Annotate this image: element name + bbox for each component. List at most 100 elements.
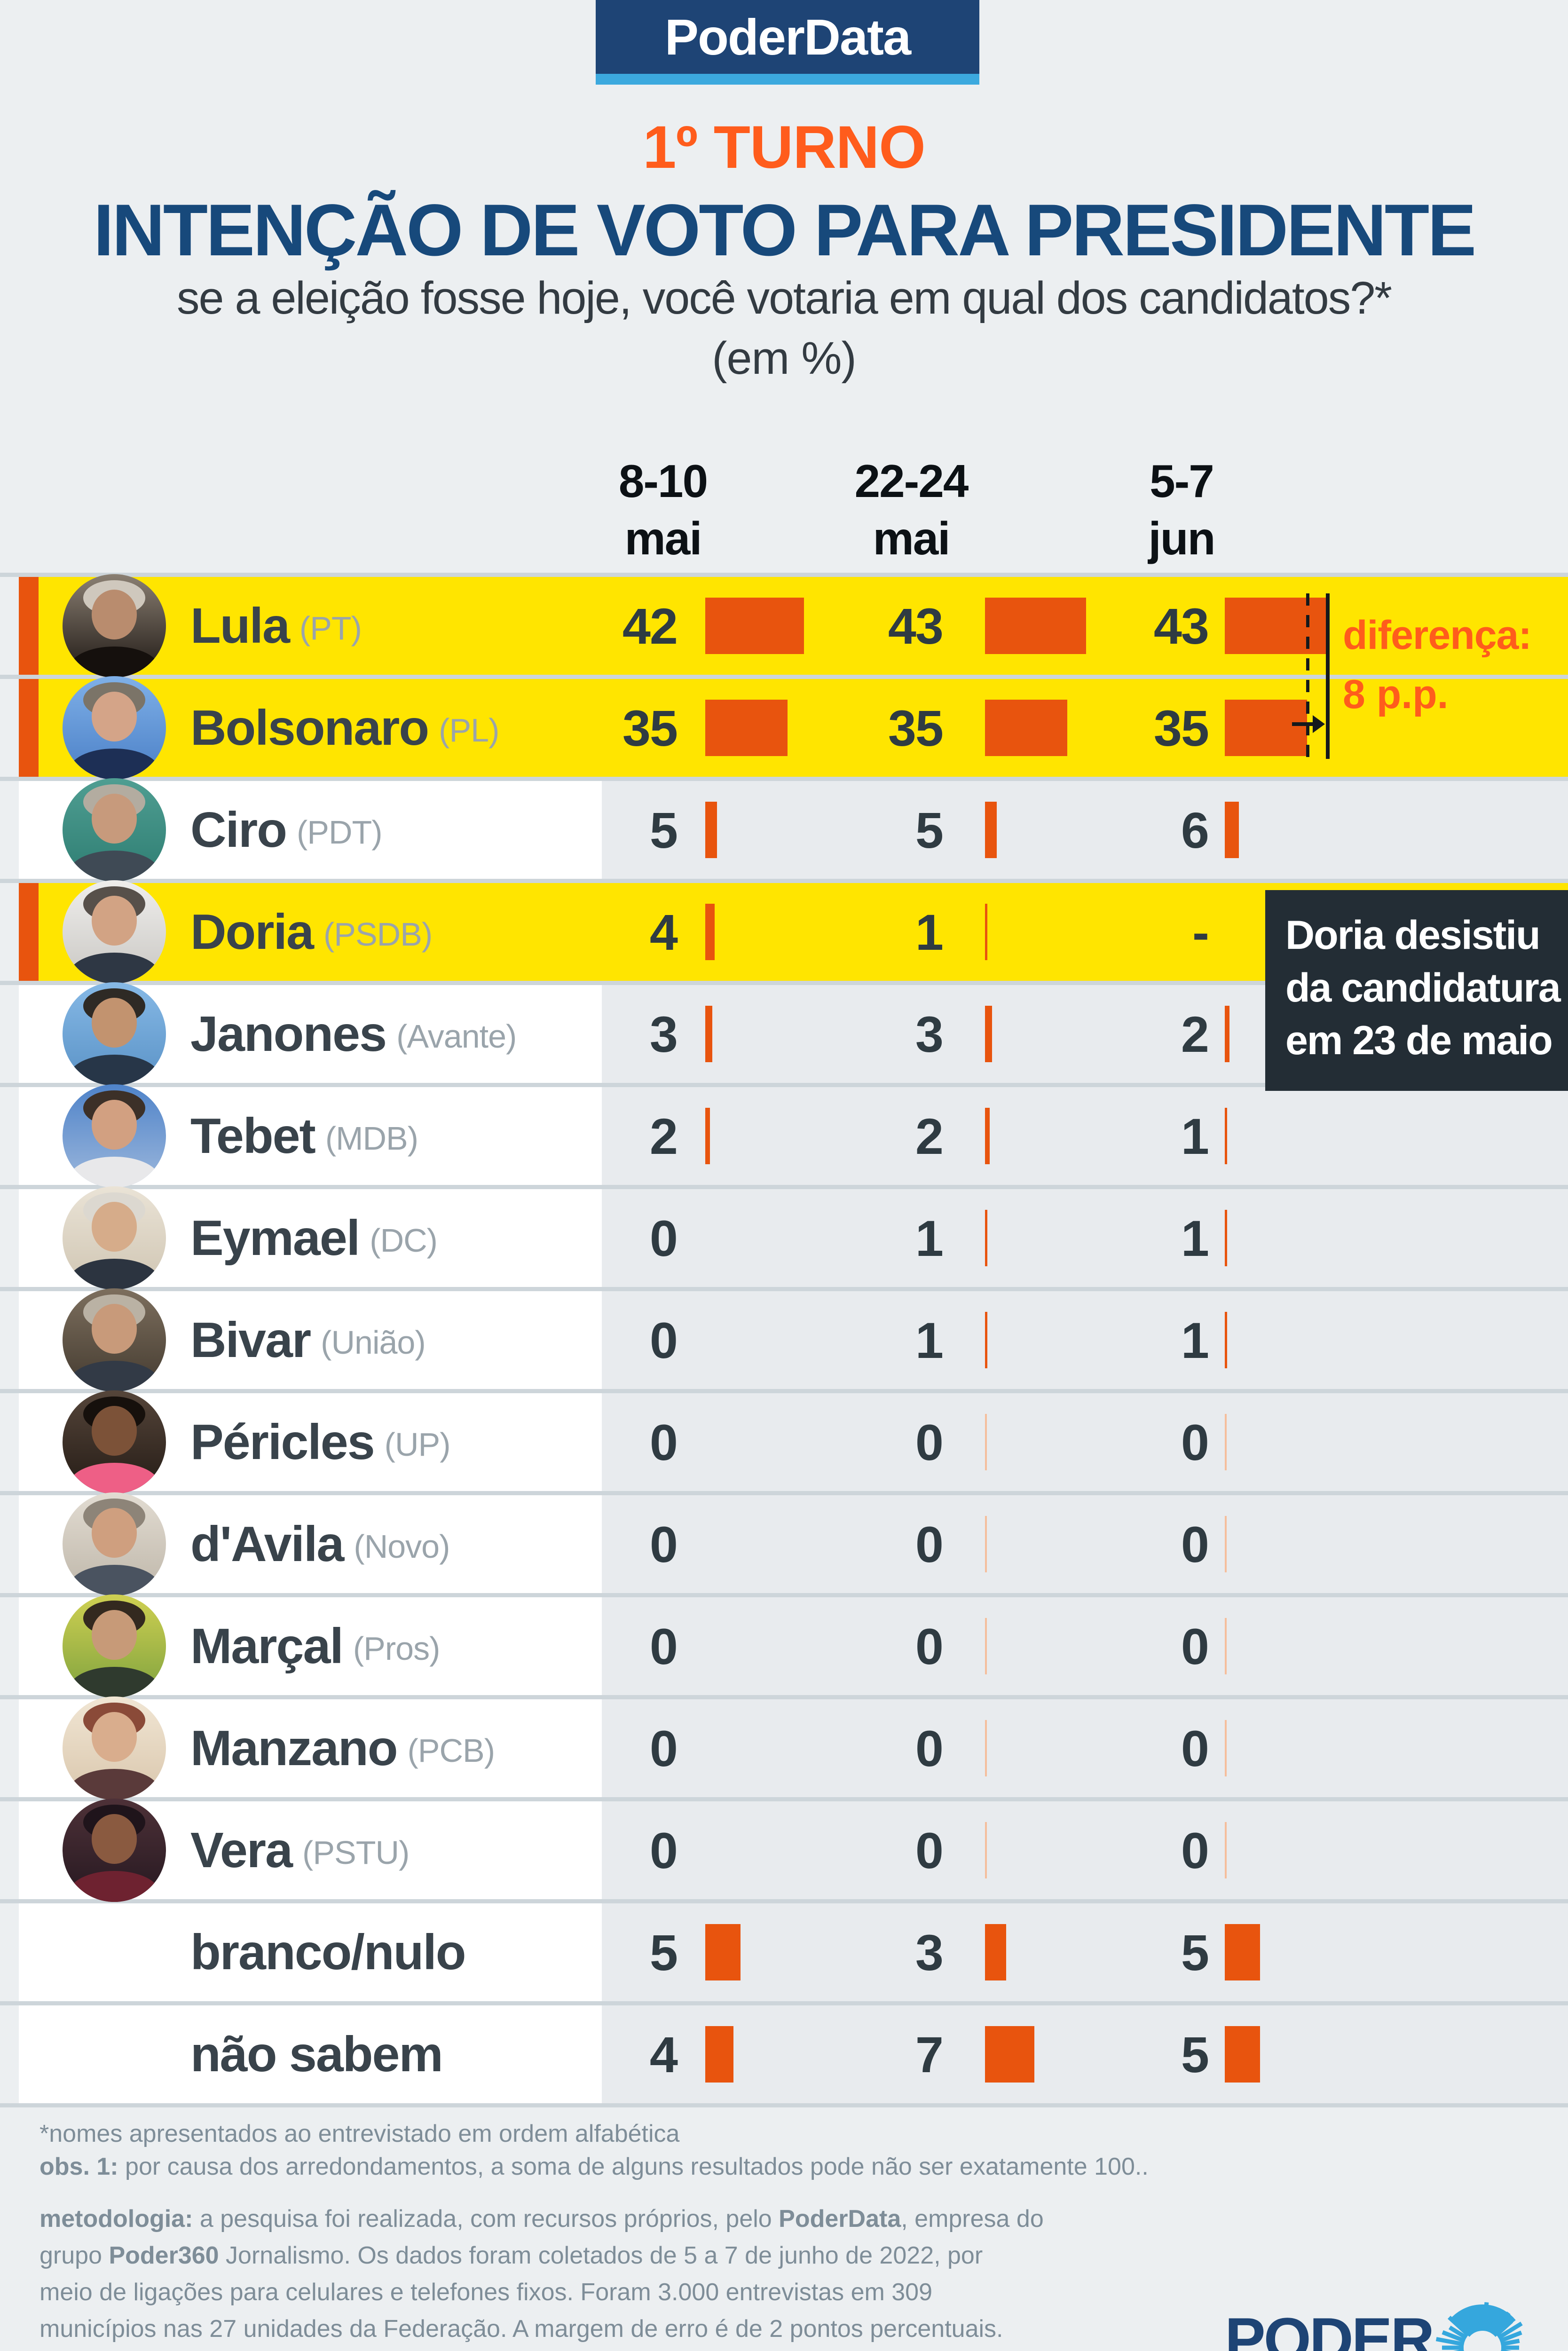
table-row: Ciro (PDT) 5 5 6 [0,778,1568,883]
bar [1225,598,1326,654]
avatar-body [69,1463,160,1494]
value-cell: 0 [915,1720,944,1777]
candidate-photo [63,1594,166,1698]
candidate-party: (PDT) [297,814,383,851]
avatar-face [91,998,137,1048]
value-cell: 0 [1181,1720,1209,1777]
value-cell: 35 [888,699,944,757]
value-cell: 0 [915,1822,944,1879]
bar [1225,700,1307,756]
value-cell: 1 [1181,1209,1209,1267]
page-title: INTENÇÃO DE VOTO PARA PRESIDENTE [93,189,1476,271]
avatar-body [69,851,160,882]
value-cell: 2 [915,1107,944,1165]
methodology-line: meio de ligações para celulares e telefo… [39,2274,1215,2311]
callout-line: Doria desistiu [1285,913,1541,958]
candidate-name: branco/nulo [190,1924,466,1980]
candidate-photo [63,880,166,984]
bar [985,1312,987,1368]
value-cell: 5 [915,801,944,859]
zero-bar [1225,1822,1227,1878]
bar [705,1006,712,1062]
callout-line: em 23 de maio [1285,1018,1553,1063]
bar [705,802,717,858]
candidate-party: (Pros) [353,1630,441,1667]
candidate-name-cell: Doria (PSDB) [190,883,433,981]
candidate-photo [63,1288,166,1392]
value-cell: 42 [622,597,678,655]
name-cell-bg [19,2005,602,2103]
avatar-body [69,1667,160,1698]
avatar-body [69,1361,160,1392]
candidate-name-cell: Bolsonaro (PL) [190,679,499,777]
date-column-header: 5-7 jun [1064,452,1299,567]
avatar-body [69,1157,160,1188]
value-cell: 1 [915,1209,944,1267]
avatar-face [91,1100,137,1150]
candidate-name: não sabem [190,2026,443,2082]
methodology-segment: , empresa do [901,2205,1044,2233]
candidate-name-cell: d'Avila (Novo) [190,1495,450,1593]
value-cell: 1 [1181,1311,1209,1369]
poll-table: Lula (PT) 42 43 43 Bolsonaro (PL) 35 35 35 Ciro (PD… [0,573,1568,2107]
methodology-segment: grupo [39,2242,109,2269]
methodology-text: metodologia: a pesquisa foi realizada, c… [39,2201,1215,2351]
candidate-name-cell: Tebet (MDB) [190,1087,418,1185]
candidate-party: (PCB) [407,1732,495,1769]
table-row: Manzano (PCB) 0 0 0 [0,1696,1568,1801]
value-cell-bg [602,1393,1568,1491]
candidate-party: (MDB) [325,1120,418,1157]
zero-bar [1225,1414,1227,1470]
zero-bar [985,1516,987,1572]
avatar-body [69,1055,160,1086]
candidate-photo [63,1390,166,1494]
candidate-name-cell: Marçal (Pros) [190,1597,440,1695]
value-cell-bg [602,1597,1568,1695]
difference-solid-line [1326,593,1330,759]
candidate-photo [63,574,166,678]
value-cell: 5 [1181,1924,1209,1981]
value-cell-bg [602,1699,1568,1797]
value-cell: 5 [649,801,678,859]
table-row: Péricles (UP) 0 0 0 [0,1390,1568,1495]
candidate-name: Eymael [190,1210,360,1266]
date-column-header: 22-24 mai [794,452,1029,567]
value-cell: 5 [1181,2026,1209,2083]
bar [985,904,987,960]
value-cell: 0 [649,1822,678,1879]
bar [1225,1210,1227,1266]
date-month: mai [873,513,951,564]
value-cell: 2 [1181,1005,1209,1063]
date-column-header: 8-10 mai [545,452,780,567]
value-cell-bg [602,1801,1568,1899]
bar [985,700,1067,756]
value-cell: 3 [649,1005,678,1063]
zero-bar [1225,1516,1227,1572]
value-cell: 35 [1153,699,1209,757]
value-cell: 0 [915,1413,944,1471]
candidate-name: Tebet [190,1108,316,1164]
avatar-face [91,1610,137,1660]
bar [705,1108,710,1164]
doria-callout: Doria desistiu da candidatura em 23 de m… [1265,890,1568,1091]
value-cell: 1 [915,903,944,961]
methodology-line: grupo Poder360 Jornalismo. Os dados fora… [39,2237,1215,2274]
candidate-name-cell: Manzano (PCB) [190,1699,495,1797]
methodology-line: municípios nas 27 unidades da Federação.… [39,2311,1215,2347]
candidate-name-cell: não sabem [190,2005,443,2103]
avatar-face [91,1712,137,1762]
candidate-party: (PL) [439,712,499,749]
table-row: Lula (PT) 42 43 43 [0,574,1568,679]
value-cell: 0 [1181,1515,1209,1573]
candidate-party: (União) [321,1324,426,1361]
date-month: jun [1148,513,1216,564]
candidate-party: (UP) [384,1426,451,1463]
poder-logo-text: PODER [1225,2305,1434,2351]
avatar-face [91,1508,137,1558]
value-cell: 6 [1181,801,1209,859]
value-cell: 43 [1153,597,1209,655]
candidate-name: Vera [190,1822,293,1878]
methodology-segment: meio de ligações para celulares e telefo… [39,2279,933,2306]
candidate-name: Bivar [190,1312,311,1368]
avatar-body [69,647,160,678]
